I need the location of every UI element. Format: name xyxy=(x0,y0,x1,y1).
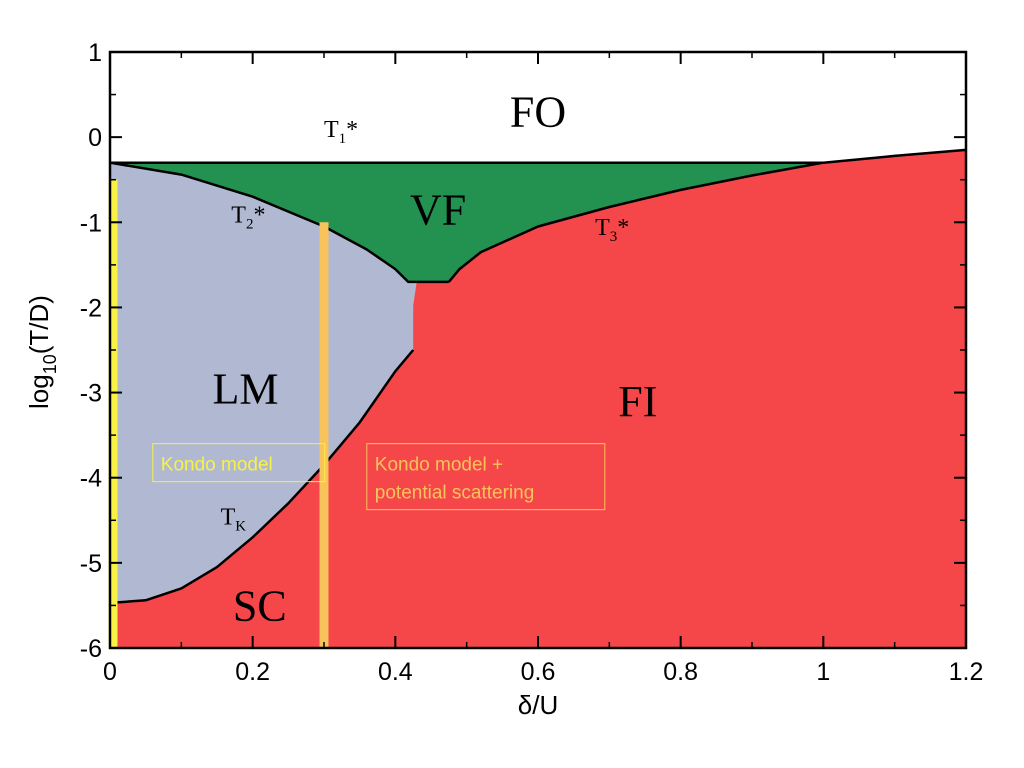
x-tick-label: 0.8 xyxy=(663,658,698,686)
curve-label-sub: K xyxy=(235,519,246,535)
region-label-sc: SC xyxy=(233,581,287,630)
annotation-boxes: Kondo model Kondo model + potential scatte… xyxy=(152,443,606,511)
curve-label-t2: T2* xyxy=(231,202,265,232)
boundary-tk xyxy=(109,349,415,605)
curve-labels: T1*T2* T3*TK xyxy=(221,117,630,534)
region-lm xyxy=(110,162,417,603)
region-label-fi: FI xyxy=(618,377,657,426)
annotation-box-text: potential scattering xyxy=(375,483,535,504)
annotation-box-frame xyxy=(366,443,606,511)
y-tick-label: -1 xyxy=(80,209,102,237)
curve-label-sub: 3 xyxy=(610,229,618,245)
phase-boundaries xyxy=(109,148,967,605)
y-tick-label: 1 xyxy=(88,39,102,67)
x-tick-label: 0.6 xyxy=(521,658,556,686)
x-tick-label: 1 xyxy=(816,658,830,686)
x-tick-label: 0.4 xyxy=(378,658,413,686)
y-axis-title-main: log xyxy=(24,374,54,409)
curve-label-t1: T1* xyxy=(324,117,358,147)
y-axis-title-rest: (T/D) xyxy=(24,295,54,354)
curve-label-sub: 2 xyxy=(246,216,254,232)
curve-label-sub: 1 xyxy=(339,131,347,147)
y-tick-label: 0 xyxy=(88,124,102,152)
region-vf xyxy=(110,162,824,282)
y-tick-label: -4 xyxy=(80,465,102,493)
phase-regions xyxy=(110,52,966,648)
curve-label-suffix: * xyxy=(346,117,358,143)
axis-ticks: 0 0.2 0.4 0.6 0.8 1 1.2 1 0 -1 -2 -3 -4 -5 -6 xyxy=(80,39,984,686)
y-axis-title: log10(T/D) xyxy=(24,295,60,409)
curve-label-main: T xyxy=(324,117,339,143)
x-tick-label: 0.2 xyxy=(235,658,270,686)
y-tick-label: -2 xyxy=(80,294,102,322)
curve-label-main: T xyxy=(221,505,236,531)
boundary-t3-star xyxy=(447,148,967,283)
x-tick-label: 0 xyxy=(103,658,117,686)
region-label-vf: VF xyxy=(410,186,466,235)
y-tick-label: -6 xyxy=(80,635,102,663)
annotation-box-text: Kondo model xyxy=(161,455,273,476)
curve-label-t3: T3* xyxy=(595,215,629,245)
region-fo xyxy=(110,52,966,163)
region-label-fo: FO xyxy=(510,88,566,137)
x-axis-title: δ/U xyxy=(518,690,558,720)
x-tick-label: 1.2 xyxy=(949,658,984,686)
y-tick-label: -3 xyxy=(80,380,102,408)
curve-label-main: T xyxy=(231,202,246,228)
curve-label-tk: TK xyxy=(221,505,247,535)
region-labels: FO VF LM FI SC xyxy=(213,88,658,631)
annotation-box-frame xyxy=(152,443,326,483)
curve-label-main: T xyxy=(595,215,610,241)
region-label-lm: LM xyxy=(213,364,279,413)
curve-label-suffix: * xyxy=(253,202,265,228)
annotation-box-text: Kondo model + xyxy=(375,455,503,476)
model-lines xyxy=(108,179,329,648)
y-axis-title-sub: 10 xyxy=(40,354,60,374)
y-tick-label: -5 xyxy=(80,550,102,578)
curve-label-suffix: * xyxy=(617,215,629,241)
boundary-t2-star xyxy=(109,161,417,284)
